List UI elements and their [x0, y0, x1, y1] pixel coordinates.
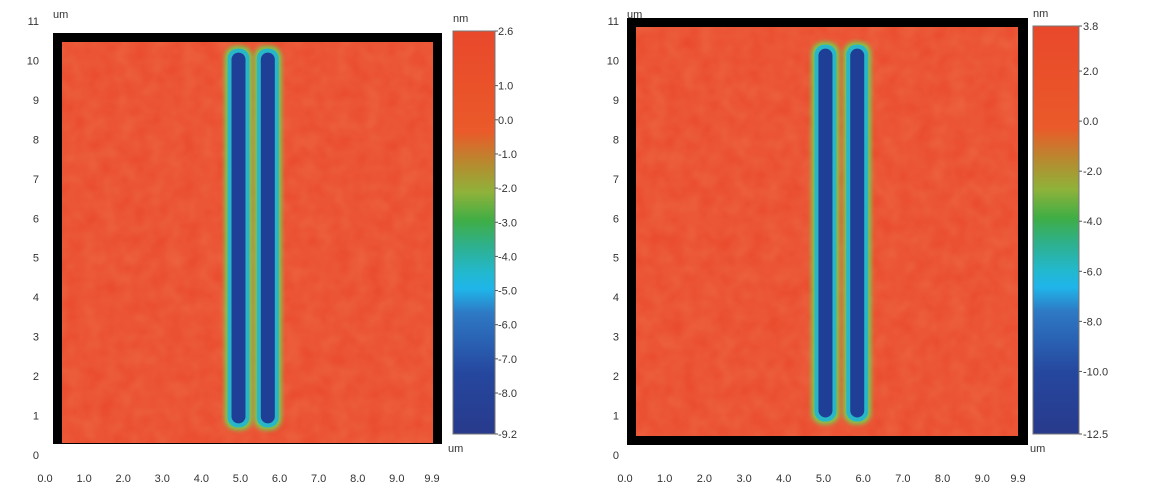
y-tick-label: 6 — [33, 213, 39, 225]
y-tick-label: 10 — [27, 55, 39, 67]
x-tick-label: 7.0 — [311, 473, 326, 485]
trench-1 — [224, 45, 253, 431]
y-tick-label: 5 — [613, 253, 619, 265]
x-tick-label: 8.0 — [935, 473, 950, 485]
x-tick-label: 9.0 — [975, 473, 990, 485]
colorbar — [452, 30, 496, 435]
y-tick-label: 10 — [607, 55, 619, 67]
colorbar-tick-label: -4.0 — [1083, 216, 1102, 228]
y-tick-label: 7 — [613, 174, 619, 186]
y-tick-label: 4 — [33, 292, 39, 304]
x-unit-label: um — [448, 443, 463, 455]
colorbar-tick-label: -2.0 — [498, 183, 517, 195]
colorbar-tick-label: -7.0 — [498, 354, 517, 366]
y-tick-label: 11 — [28, 16, 39, 28]
colorbar-tick-label: -4.0 — [498, 251, 517, 263]
colorbar-tick-label: -6.0 — [1083, 266, 1102, 278]
y-tick-label: 1 — [613, 411, 619, 423]
colorbar-tick-label: -12.5 — [1083, 429, 1108, 441]
x-tick-label: 2.0 — [116, 473, 131, 485]
x-tick-label: 9.0 — [389, 473, 404, 485]
colorbar-tick-label: -8.0 — [1083, 316, 1102, 328]
x-tick-label: 3.0 — [155, 473, 170, 485]
colorbar-tick-label: -3.0 — [498, 217, 517, 229]
colorbar-tick-label: -8.0 — [498, 388, 517, 400]
y-tick-label: 0 — [613, 450, 619, 462]
colorbar-tick-label: -10.0 — [1083, 366, 1108, 378]
colorbar-tick-label: -9.2 — [498, 429, 517, 441]
trench-bottom — [260, 52, 275, 424]
x-tick-label: 6.0 — [272, 473, 287, 485]
trench-1 — [811, 41, 840, 425]
colorbar-tick-label: -1.0 — [498, 149, 517, 161]
y-tick-label: 8 — [613, 134, 619, 146]
x-tick-label: 2.0 — [697, 473, 712, 485]
x-tick-label: 5.0 — [233, 473, 248, 485]
y-tick-label: 1 — [33, 411, 39, 423]
x-tick-label: 3.0 — [736, 473, 751, 485]
colorbar-tick-label: 3.8 — [1083, 21, 1098, 33]
colorbar-tick-label: -6.0 — [498, 320, 517, 332]
x-tick-label: 5.0 — [816, 473, 831, 485]
trench-2 — [843, 41, 872, 425]
y-tick-label: 4 — [613, 292, 619, 304]
y-tick-label: 5 — [33, 253, 39, 265]
x-unit-label: um — [1030, 443, 1045, 455]
y-tick-label: 11 — [608, 16, 619, 28]
x-tick-label: 9.9 — [1010, 473, 1025, 485]
x-tick-label: 1.0 — [76, 473, 91, 485]
trench-bottom — [850, 48, 865, 418]
x-tick-label: 7.0 — [895, 473, 910, 485]
y-tick-label: 2 — [613, 371, 619, 383]
y-tick-label: 6 — [613, 213, 619, 225]
colorbar-tick-label: 2.6 — [498, 26, 513, 38]
x-tick-label: 4.0 — [776, 473, 791, 485]
x-tick-label: 6.0 — [856, 473, 871, 485]
colorbar-unit-label: nm — [1033, 8, 1048, 20]
colorbar-tick-label: 1.0 — [498, 81, 513, 93]
y-unit-label: um — [53, 9, 68, 21]
x-tick-label: 1.0 — [657, 473, 672, 485]
y-unit-label: um — [627, 9, 642, 21]
y-tick-label: 3 — [33, 332, 39, 344]
y-tick-label: 9 — [613, 95, 619, 107]
colorbar-tick-label: -2.0 — [1083, 166, 1102, 178]
colorbar — [1032, 25, 1080, 435]
colorbar-tick-label: 0.0 — [498, 115, 513, 127]
colorbar-unit-label: nm — [453, 13, 468, 25]
x-tick-label: 0.0 — [37, 473, 52, 485]
y-tick-label: 0 — [33, 450, 39, 462]
x-tick-label: 8.0 — [350, 473, 365, 485]
colorbar-tick-label: 2.0 — [1083, 66, 1098, 78]
x-tick-label: 4.0 — [194, 473, 209, 485]
trench-bottom — [231, 52, 246, 424]
y-tick-label: 3 — [613, 332, 619, 344]
y-tick-label: 2 — [33, 371, 39, 383]
x-tick-label: 9.9 — [424, 473, 439, 485]
x-tick-label: 0.0 — [617, 473, 632, 485]
colorbar-tick-label: 0.0 — [1083, 116, 1098, 128]
trench-bottom — [818, 48, 833, 418]
trench-2 — [253, 45, 282, 431]
y-tick-label: 9 — [33, 95, 39, 107]
afm-panel-1: 0.0 1.0 2.0 3.0 4.0 5.0 6.0 7.0 8.0 9.0 9.9 0 1 2 3 4 5 6… — [27, 9, 517, 485]
y-tick-label: 8 — [33, 134, 39, 146]
colorbar-tick-label: -5.0 — [498, 286, 517, 298]
afm-panel-2: 0.0 1.0 2.0 3.0 4.0 5.0 6.0 7.0 8.0 9.0 9.9 0 1 2 3 4 5 6… — [607, 8, 1108, 485]
y-tick-label: 7 — [33, 174, 39, 186]
